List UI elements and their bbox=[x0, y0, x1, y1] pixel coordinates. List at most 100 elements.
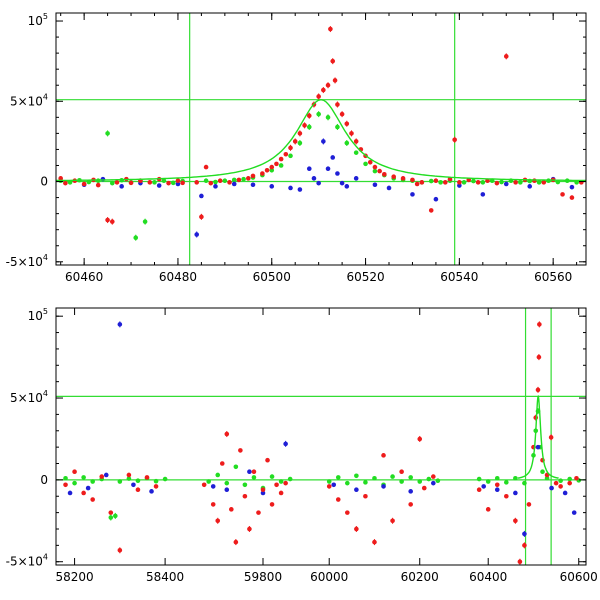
data-point-red bbox=[345, 510, 350, 515]
data-point-red bbox=[537, 322, 542, 327]
data-point-red bbox=[433, 178, 439, 184]
data-point-green bbox=[224, 480, 230, 486]
data-point-red bbox=[194, 180, 200, 185]
data-point-red bbox=[264, 167, 270, 173]
data-point-red bbox=[541, 180, 547, 185]
data-point-red bbox=[414, 181, 420, 187]
data-point-red bbox=[442, 180, 448, 185]
data-point-blue bbox=[321, 139, 326, 144]
reference-lines bbox=[56, 308, 586, 565]
data-point-green bbox=[335, 475, 341, 480]
data-point-red bbox=[210, 502, 216, 507]
data-point-red bbox=[99, 474, 105, 479]
data-point-red bbox=[175, 178, 181, 184]
data-point-red bbox=[410, 177, 415, 183]
data-point-green bbox=[344, 140, 350, 146]
data-point-blue bbox=[247, 469, 252, 474]
data-point-green bbox=[278, 479, 284, 484]
reference-lines bbox=[56, 13, 586, 265]
data-point-red bbox=[288, 145, 293, 151]
data-point-green bbox=[399, 479, 404, 484]
data-point-red bbox=[335, 102, 340, 107]
data-point-red bbox=[238, 448, 243, 453]
data-point-green bbox=[67, 180, 73, 185]
data-point-blue bbox=[381, 484, 386, 489]
data-point-red bbox=[260, 171, 265, 176]
data-point-green bbox=[135, 478, 141, 483]
data-point-green bbox=[354, 473, 359, 479]
data-point-red bbox=[332, 78, 338, 83]
data-point-red bbox=[251, 469, 257, 474]
data-point-red bbox=[399, 469, 404, 474]
x-tick-label: 58200 bbox=[55, 570, 93, 584]
data-point-red bbox=[233, 539, 239, 545]
data-point-green bbox=[390, 474, 395, 479]
data-point-red bbox=[536, 354, 542, 360]
data-point-red bbox=[81, 181, 87, 187]
data-point-green bbox=[536, 180, 542, 185]
data-point-green bbox=[408, 475, 413, 480]
data-point-red bbox=[452, 137, 457, 143]
data-point-green bbox=[142, 219, 148, 224]
data-point-blue bbox=[535, 444, 541, 450]
data-point-blue bbox=[194, 232, 200, 237]
data-point-red bbox=[494, 482, 500, 488]
x-tick-label: 60560 bbox=[534, 270, 572, 284]
data-point-green bbox=[278, 163, 284, 168]
data-point-green bbox=[428, 178, 434, 184]
data-point-red bbox=[72, 469, 77, 474]
data-point-red bbox=[306, 113, 312, 119]
data-point-red bbox=[81, 490, 86, 496]
data-point-red bbox=[274, 161, 279, 167]
data-point-green bbox=[126, 476, 132, 481]
data-point-red bbox=[126, 472, 132, 478]
data-point-blue bbox=[325, 166, 331, 171]
data-point-red bbox=[58, 176, 63, 181]
data-point-red bbox=[63, 180, 68, 186]
data-point-red bbox=[330, 58, 336, 64]
data-point-red bbox=[574, 475, 579, 481]
data-point-red bbox=[242, 493, 248, 499]
data-point-blue bbox=[311, 176, 317, 181]
data-point-red bbox=[339, 111, 345, 117]
data-point-green bbox=[417, 479, 423, 484]
data-point-red bbox=[377, 168, 382, 174]
data-point-red bbox=[108, 510, 114, 515]
data-point-blue bbox=[100, 176, 106, 182]
data-point-blue bbox=[260, 490, 266, 496]
data-point-green bbox=[326, 479, 332, 484]
data-point-red bbox=[144, 475, 150, 480]
data-point-blue bbox=[431, 480, 436, 486]
data-point-green bbox=[269, 474, 275, 479]
data-point-green bbox=[513, 475, 518, 481]
data-point-red bbox=[283, 480, 288, 486]
data-point-red bbox=[367, 159, 373, 165]
data-point-red bbox=[325, 82, 331, 88]
data-point-red bbox=[246, 176, 251, 181]
data-point-red bbox=[217, 178, 223, 184]
data-point-blue bbox=[481, 484, 486, 489]
data-point-green bbox=[353, 150, 359, 155]
data-point-green bbox=[203, 178, 209, 184]
data-point-green bbox=[335, 124, 340, 130]
data-point-red bbox=[199, 214, 204, 220]
data-point-blue bbox=[494, 487, 500, 493]
data-point-blue bbox=[199, 193, 204, 199]
data-point-blue bbox=[213, 184, 218, 189]
data-point-green bbox=[81, 475, 86, 480]
data-point-green bbox=[372, 168, 378, 174]
x-tick-label: 60000 bbox=[310, 570, 348, 584]
data-point-green bbox=[90, 479, 95, 484]
data-point-red bbox=[349, 131, 354, 136]
data-point-red bbox=[278, 156, 284, 162]
fit-curve bbox=[56, 98, 586, 182]
data-point-green bbox=[461, 180, 467, 185]
data-point-green bbox=[494, 475, 500, 481]
data-point-red bbox=[354, 526, 359, 532]
x-tick-label: 60400 bbox=[469, 570, 507, 584]
data-point-red bbox=[236, 177, 242, 183]
data-point-red bbox=[95, 182, 101, 188]
data-point-blue bbox=[210, 484, 216, 489]
data-point-red bbox=[353, 139, 359, 144]
data-point-blue bbox=[103, 472, 109, 478]
